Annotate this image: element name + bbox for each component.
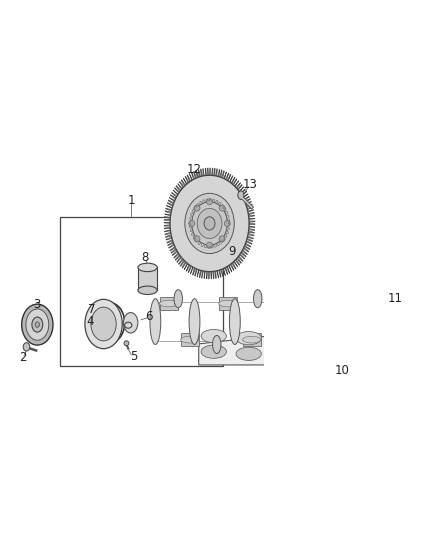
- Ellipse shape: [357, 294, 388, 336]
- Ellipse shape: [26, 309, 49, 340]
- Ellipse shape: [347, 298, 358, 344]
- Ellipse shape: [230, 298, 240, 344]
- Text: 11: 11: [388, 292, 403, 305]
- Ellipse shape: [271, 349, 296, 362]
- Polygon shape: [199, 323, 385, 365]
- Ellipse shape: [254, 289, 262, 308]
- Bar: [138, 268, 157, 290]
- Ellipse shape: [170, 175, 249, 272]
- Ellipse shape: [201, 345, 226, 358]
- Ellipse shape: [150, 298, 161, 344]
- Circle shape: [194, 236, 200, 242]
- Ellipse shape: [138, 263, 157, 272]
- Bar: [60, 217, 223, 366]
- Ellipse shape: [201, 329, 226, 343]
- Circle shape: [219, 236, 225, 242]
- Ellipse shape: [243, 336, 261, 343]
- Text: 9: 9: [228, 245, 236, 259]
- Text: 4: 4: [86, 315, 93, 328]
- Circle shape: [224, 221, 230, 227]
- Ellipse shape: [293, 335, 302, 353]
- Ellipse shape: [306, 336, 331, 349]
- Ellipse shape: [91, 307, 116, 341]
- Circle shape: [207, 242, 212, 248]
- Bar: [180, 333, 199, 346]
- Text: 12: 12: [187, 163, 201, 176]
- Text: 8: 8: [141, 251, 148, 264]
- Ellipse shape: [236, 332, 261, 345]
- Text: 5: 5: [130, 350, 138, 363]
- Ellipse shape: [236, 347, 261, 360]
- Circle shape: [189, 221, 195, 227]
- Ellipse shape: [21, 304, 53, 345]
- Polygon shape: [164, 168, 255, 279]
- Ellipse shape: [197, 208, 222, 238]
- Ellipse shape: [138, 286, 157, 295]
- Ellipse shape: [189, 298, 200, 344]
- Ellipse shape: [280, 300, 298, 307]
- Text: 6: 6: [145, 310, 153, 324]
- Ellipse shape: [212, 335, 221, 353]
- Ellipse shape: [85, 300, 122, 349]
- Text: 3: 3: [34, 298, 41, 311]
- Ellipse shape: [124, 341, 129, 346]
- Text: 2: 2: [19, 351, 27, 364]
- Ellipse shape: [364, 303, 381, 326]
- Text: 10: 10: [335, 365, 350, 377]
- Text: 13: 13: [243, 178, 257, 191]
- Circle shape: [207, 199, 212, 205]
- Ellipse shape: [124, 312, 138, 333]
- Ellipse shape: [204, 217, 215, 230]
- Ellipse shape: [306, 351, 331, 365]
- Ellipse shape: [159, 300, 178, 307]
- Ellipse shape: [185, 193, 234, 254]
- Ellipse shape: [180, 336, 199, 343]
- Ellipse shape: [174, 289, 183, 308]
- Text: 1: 1: [127, 194, 135, 207]
- Ellipse shape: [268, 298, 279, 344]
- Bar: [159, 297, 178, 310]
- Bar: [243, 333, 261, 346]
- Bar: [280, 297, 298, 310]
- Ellipse shape: [271, 334, 296, 347]
- Ellipse shape: [341, 353, 366, 367]
- Circle shape: [219, 205, 225, 211]
- Ellipse shape: [307, 298, 318, 344]
- Text: 7: 7: [88, 303, 95, 316]
- Ellipse shape: [192, 202, 227, 245]
- Bar: [305, 333, 323, 346]
- Ellipse shape: [305, 336, 323, 343]
- Ellipse shape: [23, 343, 30, 351]
- Ellipse shape: [35, 322, 39, 327]
- Ellipse shape: [32, 317, 43, 332]
- Ellipse shape: [352, 288, 392, 342]
- Bar: [219, 297, 237, 310]
- Ellipse shape: [341, 338, 366, 351]
- Circle shape: [194, 205, 200, 211]
- Ellipse shape: [238, 191, 244, 199]
- Ellipse shape: [219, 300, 237, 307]
